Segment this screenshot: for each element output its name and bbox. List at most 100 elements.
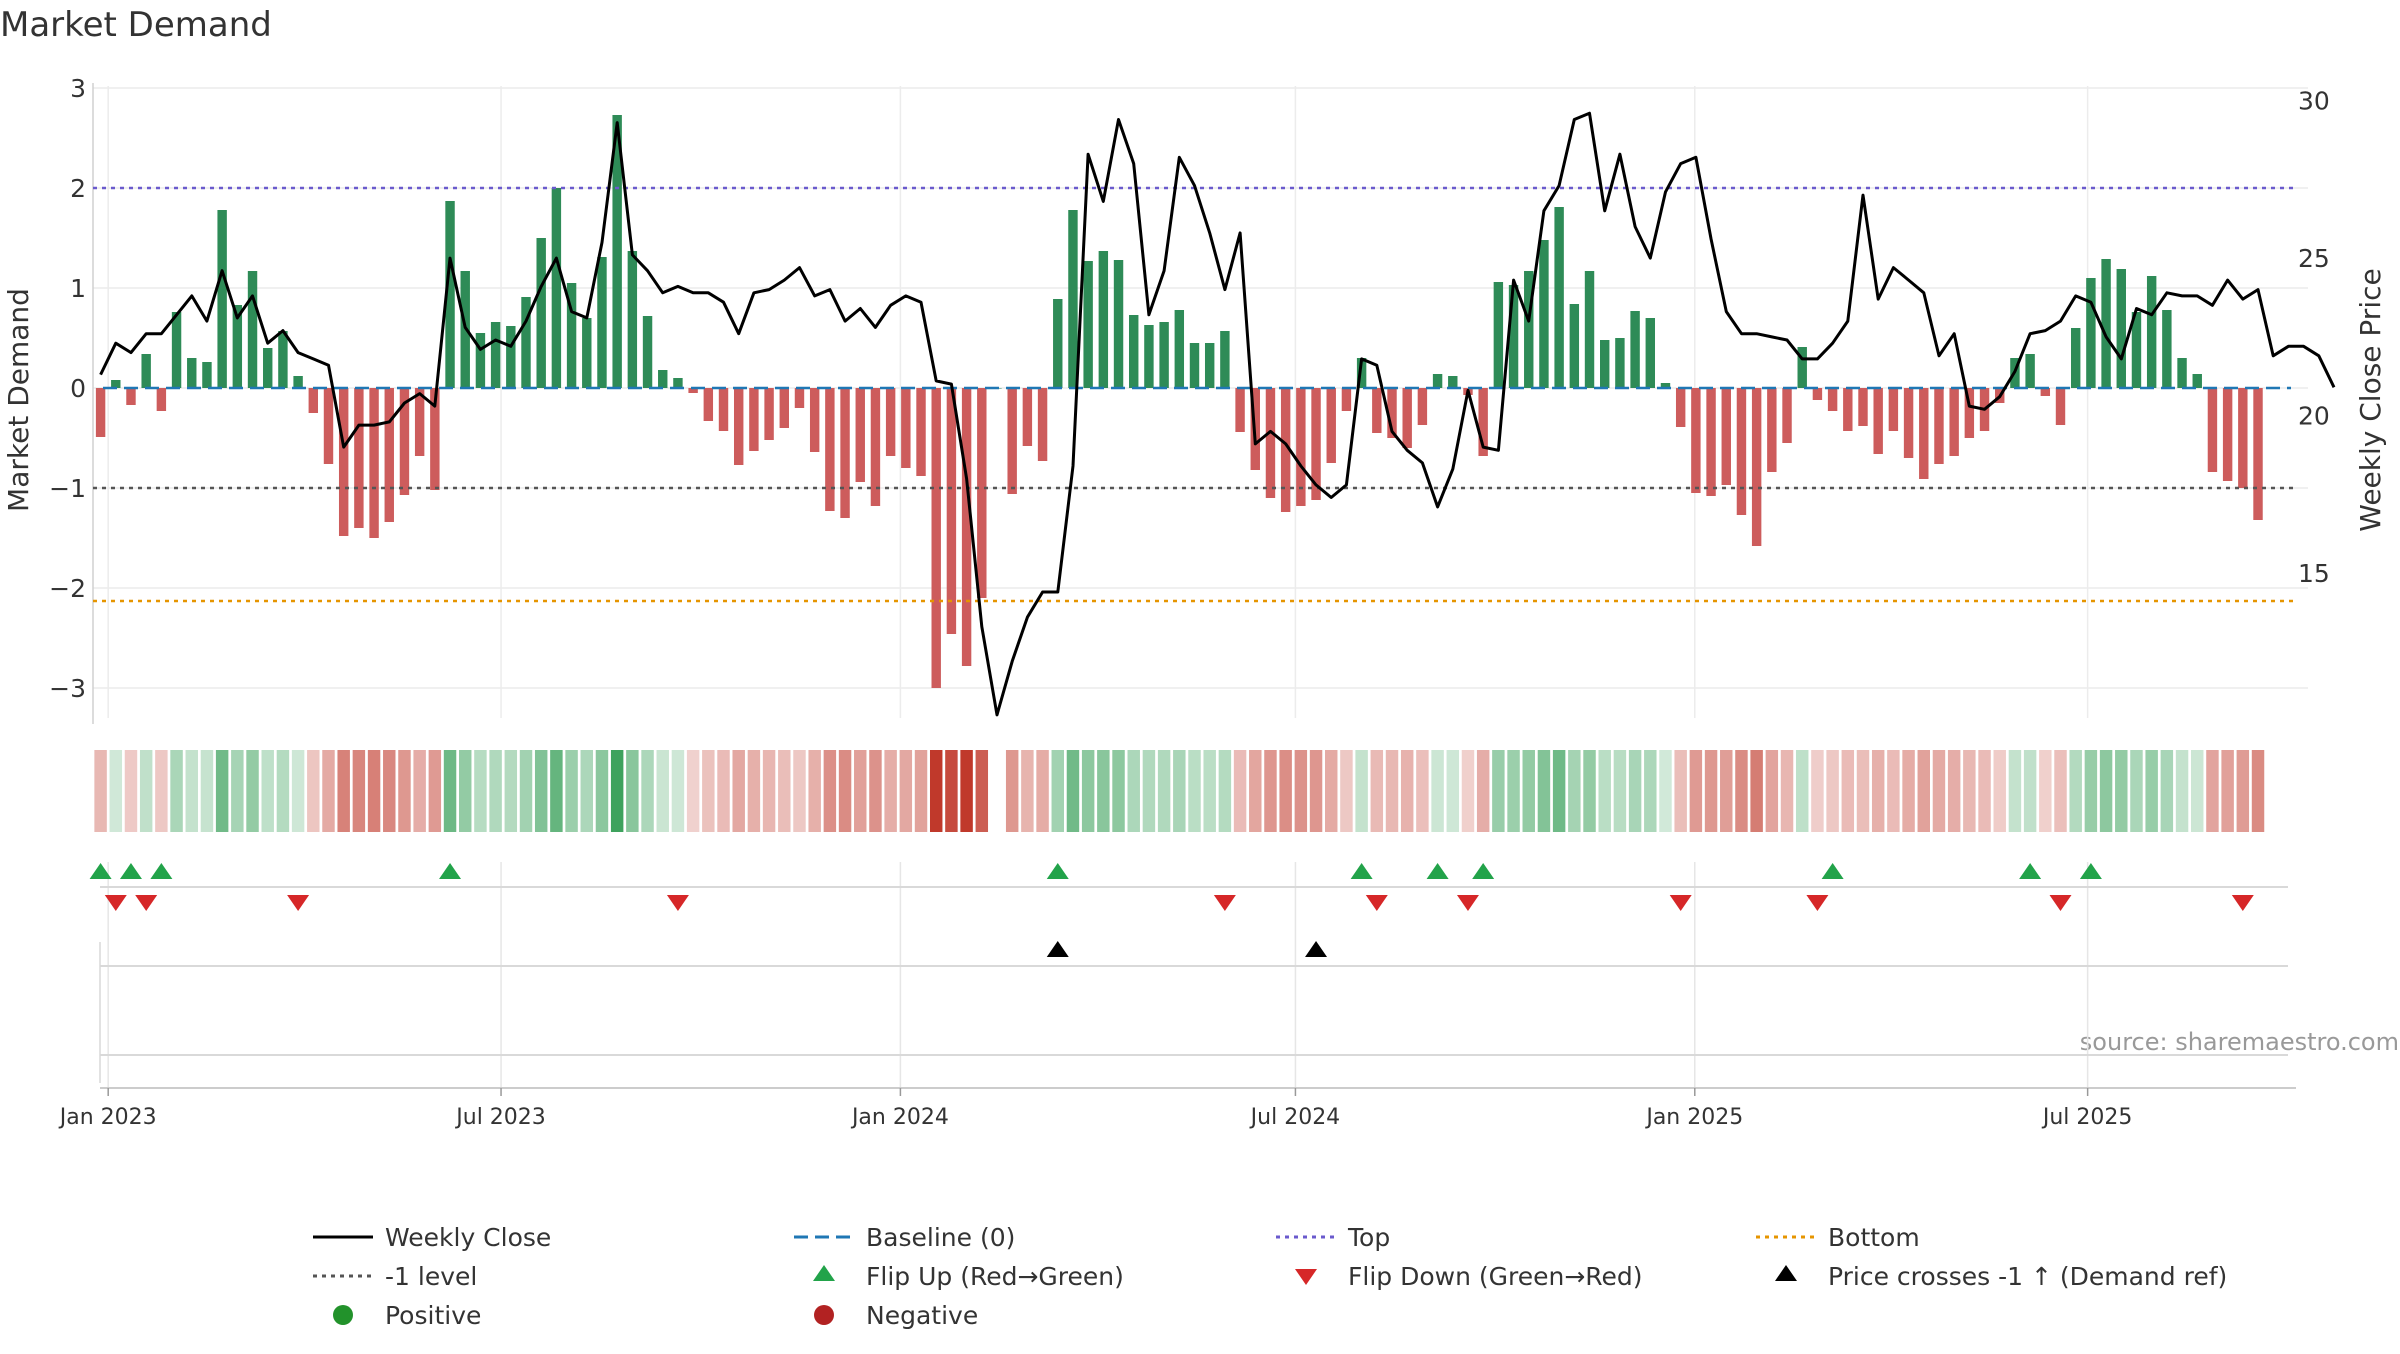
legend-swatch-positive (333, 1305, 353, 1325)
heatmap-cell (854, 750, 867, 832)
demand-bar (1660, 383, 1671, 388)
flip-up-marker (89, 863, 112, 879)
heatmap-cell (291, 750, 305, 832)
demand-bar (430, 388, 440, 490)
demand-bar (825, 388, 835, 511)
demand-bar (1083, 261, 1093, 388)
demand-bar (840, 388, 850, 518)
heatmap-cell (1795, 750, 1809, 832)
demand-bar (521, 297, 531, 388)
heatmap-cell (1963, 750, 1976, 832)
demand-bar (1843, 388, 1853, 431)
demand-bar (1053, 299, 1063, 388)
heatmap-cell (1325, 750, 1338, 832)
heatmap-cell (945, 750, 958, 832)
heatmap-cell (1780, 750, 1794, 832)
demand-bar (1356, 358, 1367, 388)
heatmap-cell (823, 750, 837, 832)
demand-bar (1189, 343, 1200, 388)
price-cross-marker (1046, 941, 1069, 957)
demand-bar (414, 388, 425, 456)
demand-bar (1326, 388, 1336, 463)
heatmap-cell (1294, 750, 1308, 832)
demand-bar (354, 388, 364, 528)
flip-down-marker (287, 895, 310, 911)
demand-bar (1524, 271, 1534, 388)
demand-bar (2192, 374, 2202, 388)
demand-bar (1432, 374, 1443, 388)
y-tick-label-left: −2 (49, 574, 86, 603)
demand-bar (1311, 388, 1321, 500)
cross-markers (1046, 941, 1328, 957)
heatmap-cell (1704, 750, 1718, 832)
heatmap-cell (2236, 750, 2250, 832)
heatmap-cell (200, 750, 214, 832)
chart-title: Market Demand (0, 5, 272, 45)
legend-label: Flip Up (Red→Green) (866, 1262, 1124, 1291)
demand-bar (1174, 310, 1185, 388)
legend-label: Price crosses -1 ↑ (Demand ref) (1828, 1262, 2227, 1291)
heatmap-cell (1613, 750, 1627, 832)
heatmap-cell (732, 750, 745, 832)
heatmap-cell (443, 750, 457, 832)
demand-bar (916, 388, 926, 476)
heatmap-cell (1036, 750, 1049, 832)
legend-label: Negative (866, 1301, 978, 1330)
x-tick-label: Jan 2024 (850, 1105, 949, 1130)
heatmap-cell (793, 750, 806, 832)
heatmap-cell (2251, 750, 2265, 832)
demand-bar (141, 354, 151, 388)
heatmap-cell (337, 750, 350, 832)
demand-bar (1888, 388, 1899, 431)
heatmap-cell (1674, 750, 1687, 832)
heatmap-cell (686, 750, 700, 832)
demand-bar (1265, 388, 1276, 498)
demand-bar (384, 388, 394, 522)
heatmap-cell (975, 750, 989, 832)
flip-down-marker (1213, 895, 1236, 911)
demand-bar (1417, 388, 1428, 425)
demand-bar (1037, 388, 1048, 461)
demand-bar (1645, 318, 1656, 388)
demand-bar (673, 378, 683, 388)
demand-bar (1068, 210, 1078, 388)
demand-bar (1387, 388, 1397, 438)
demand-bar (809, 388, 820, 452)
legend-swatch-flip-down (1295, 1269, 1317, 1285)
heatmap-cell (1720, 750, 1733, 832)
demand-bar (2177, 358, 2187, 388)
demand-bar (308, 388, 319, 413)
heatmap-cell (534, 750, 548, 832)
demand-bar (1402, 388, 1412, 448)
demand-bar (2222, 388, 2233, 481)
heatmap-cell (1188, 750, 1201, 832)
demand-bar (2146, 276, 2157, 388)
heatmap-cell (398, 750, 411, 832)
flip-up-marker (1472, 863, 1495, 879)
heatmap-cell (1568, 750, 1581, 832)
demand-bar (2025, 354, 2035, 388)
x-tick-label: Jul 2025 (2041, 1105, 2133, 1130)
heatmap-cell (139, 750, 153, 832)
heatmap-cell (914, 750, 928, 832)
heatmap-cell (626, 750, 639, 832)
heatmap-cell (1765, 750, 1779, 832)
demand-bar (642, 316, 653, 388)
demand-bar (612, 115, 622, 388)
y-tick-label-left: 3 (70, 74, 86, 103)
flip-down-marker (1806, 895, 1829, 911)
heatmap-cell (702, 750, 715, 832)
demand-bar (2070, 328, 2081, 388)
heatmap-cell (2206, 750, 2219, 832)
heatmap-cell (1583, 750, 1596, 832)
heatmap-cell (474, 750, 487, 832)
demand-bar (1493, 282, 1504, 388)
demand-bar (627, 251, 638, 388)
demand-bar (217, 210, 227, 388)
demand-bar (1220, 331, 1230, 388)
demand-bar (1858, 388, 1868, 426)
heatmap-cell (1492, 750, 1505, 832)
heatmap-cell (383, 750, 396, 832)
demand-bar (1113, 260, 1124, 388)
